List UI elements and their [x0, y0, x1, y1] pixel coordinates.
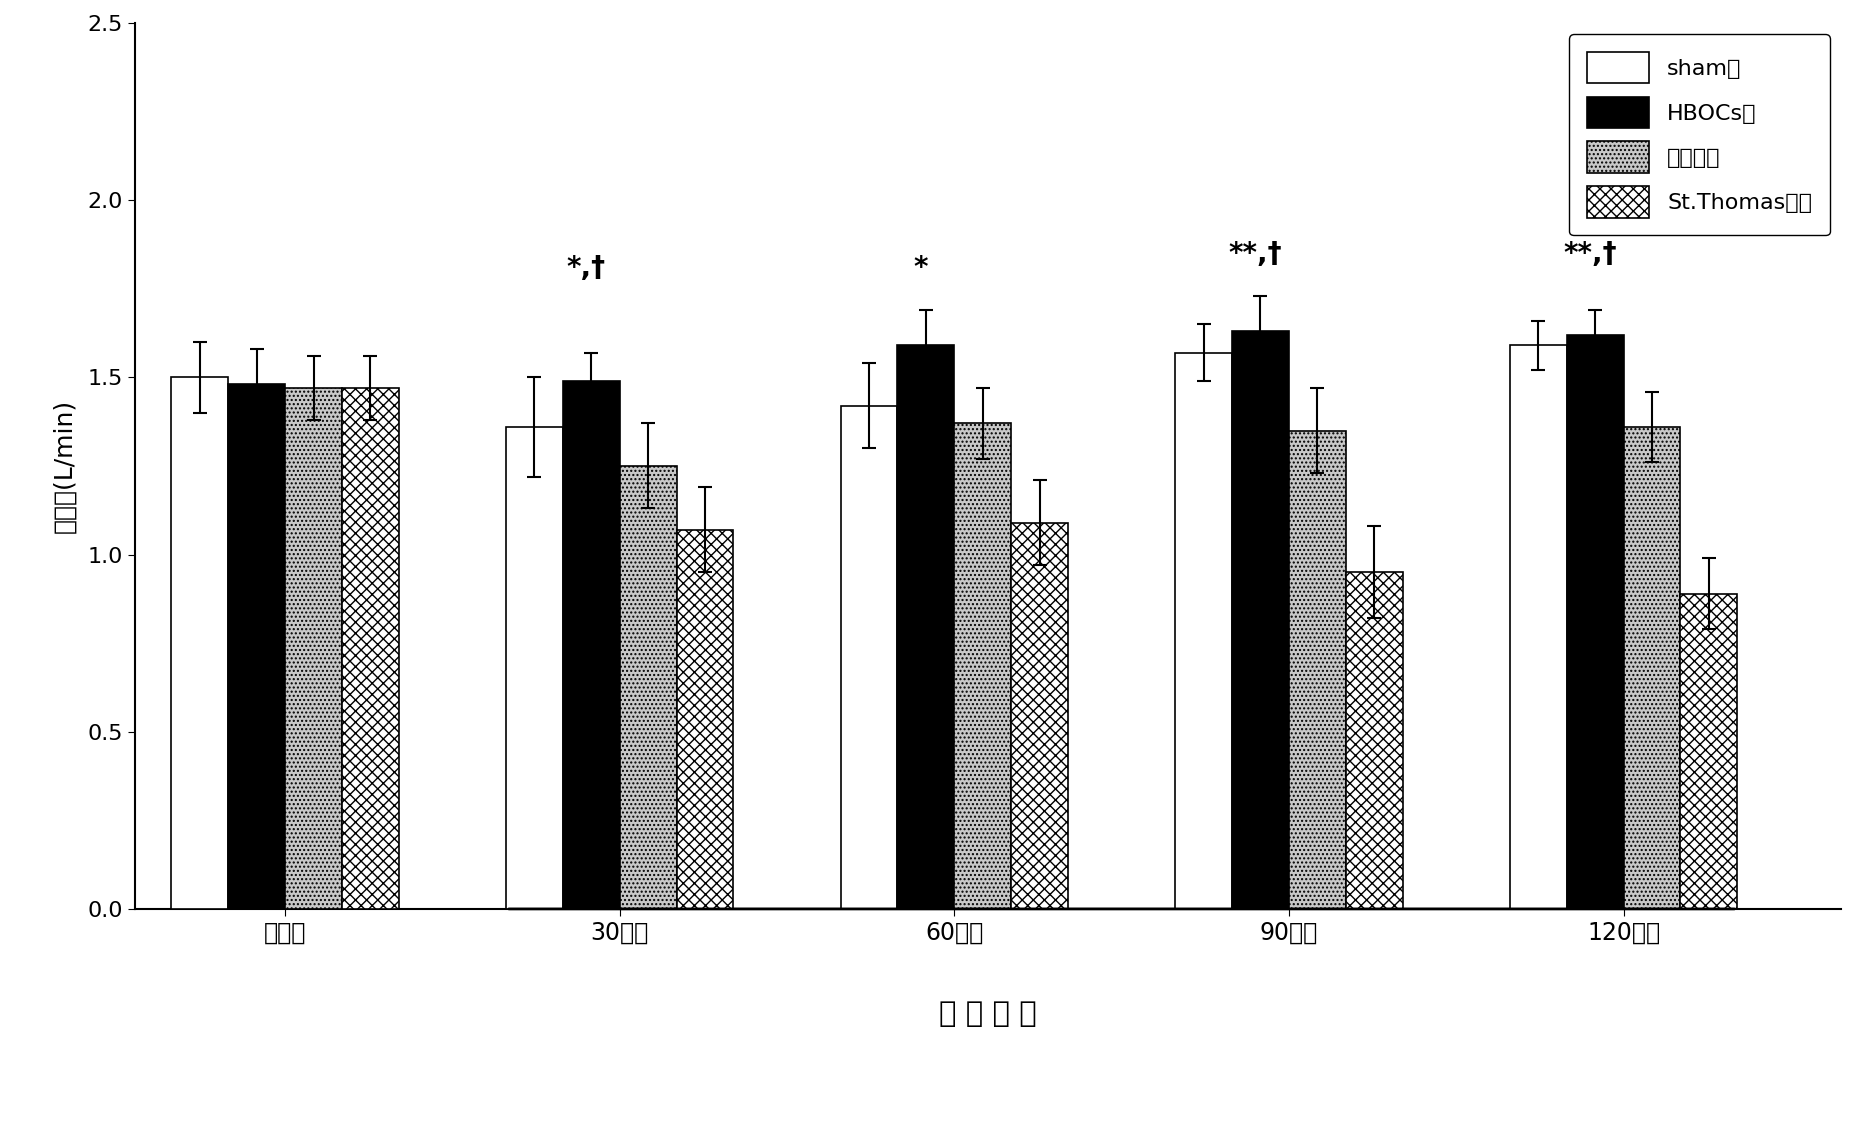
Bar [1345, 573, 1402, 909]
Bar [562, 381, 620, 909]
Bar [286, 388, 341, 909]
Bar [1174, 353, 1232, 909]
Bar [1679, 593, 1736, 909]
Bar [506, 428, 562, 909]
Text: **,†: **,† [1562, 239, 1616, 268]
X-axis label: 复 灸 时 间: 复 灸 时 间 [939, 1000, 1037, 1029]
Bar [898, 346, 953, 909]
Bar [171, 378, 228, 909]
Text: *,†: *,† [566, 254, 605, 281]
Bar [1508, 346, 1566, 909]
Bar [341, 388, 399, 909]
Bar [1011, 523, 1067, 909]
Bar [953, 423, 1011, 909]
Bar [1232, 331, 1287, 909]
Bar [1566, 335, 1623, 909]
Bar [620, 466, 677, 909]
Legend: sham组, HBOCs组, 自体血组, St.Thomas液组: sham组, HBOCs组, 自体血组, St.Thomas液组 [1569, 34, 1829, 236]
Bar [1623, 428, 1679, 909]
Y-axis label: 心排量(L/min): 心排量(L/min) [52, 399, 76, 533]
Text: **,†: **,† [1228, 239, 1282, 268]
Bar [677, 530, 733, 909]
Text: *: * [913, 254, 928, 281]
Bar [840, 406, 898, 909]
Bar [228, 384, 286, 909]
Bar [1287, 431, 1345, 909]
